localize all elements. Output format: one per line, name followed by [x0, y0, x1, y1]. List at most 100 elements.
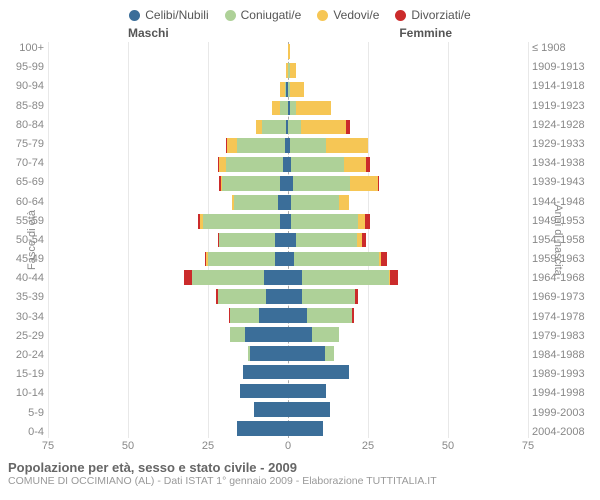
bar-segment — [362, 233, 367, 248]
gender-labels: Maschi Femmine — [8, 26, 592, 42]
bar-segment — [240, 384, 288, 399]
bars-zone — [48, 42, 528, 438]
bar-segment — [288, 44, 290, 59]
legend-swatch — [317, 10, 328, 21]
bar-row — [48, 419, 528, 438]
bar-row — [48, 136, 528, 155]
bar-row — [48, 325, 528, 344]
bar-segment — [350, 176, 377, 191]
bar-segment — [280, 101, 288, 116]
bar-segment — [301, 120, 346, 135]
birth-label: 1934-1938 — [532, 157, 592, 169]
x-axis: 7550250255075 — [8, 440, 592, 454]
age-label: 60-64 — [8, 196, 44, 208]
bar-segment — [237, 421, 288, 436]
bar-segment — [290, 82, 304, 97]
birth-label: 1969-1973 — [532, 291, 592, 303]
bar-segment — [290, 138, 327, 153]
bar-row — [48, 231, 528, 250]
bar-row — [48, 42, 528, 61]
bar-segment — [291, 214, 358, 229]
bar-segment — [259, 308, 288, 323]
birth-label: 1989-1993 — [532, 368, 592, 380]
bar-segment — [290, 63, 296, 78]
age-label: 25-29 — [8, 330, 44, 342]
bar-segment — [278, 195, 288, 210]
bar-segment — [288, 120, 301, 135]
bar-segment — [243, 365, 288, 380]
age-label: 40-44 — [8, 272, 44, 284]
bar-segment — [234, 195, 279, 210]
bar-segment — [293, 176, 351, 191]
bar-segment — [264, 270, 288, 285]
bar-segment — [352, 308, 354, 323]
age-label: 65-69 — [8, 176, 44, 188]
bar-rows — [48, 42, 528, 438]
legend-item: Divorziati/e — [395, 8, 470, 22]
bar-segment — [280, 176, 288, 191]
bar-row — [48, 174, 528, 193]
y-axis-title-right: Anni di nascita — [552, 204, 564, 276]
bar-row — [48, 212, 528, 231]
bar-segment — [294, 252, 379, 267]
birth-label: 1974-1978 — [532, 311, 592, 323]
bar-segment — [344, 157, 366, 172]
bar-segment — [230, 308, 259, 323]
birth-label: ≤ 1908 — [532, 42, 592, 54]
label-males: Maschi — [128, 26, 169, 40]
bar-segment — [381, 252, 387, 267]
bar-segment — [250, 346, 288, 361]
x-tick: 25 — [202, 440, 214, 452]
plot-area: Fasce di età Anni di nascita 100+95-9990… — [8, 42, 592, 438]
x-tick: 0 — [285, 440, 291, 452]
bar-segment — [288, 308, 307, 323]
bar-segment — [325, 346, 335, 361]
bar-segment — [262, 120, 286, 135]
bar-segment — [280, 214, 288, 229]
bar-row — [48, 155, 528, 174]
legend-label: Coniugati/e — [241, 8, 302, 22]
bar-segment — [288, 384, 326, 399]
birth-label: 1979-1983 — [532, 330, 592, 342]
age-label: 30-34 — [8, 311, 44, 323]
age-label: 0-4 — [8, 426, 44, 438]
bar-segment — [272, 101, 280, 116]
bar-segment — [208, 252, 275, 267]
legend-item: Celibi/Nubili — [129, 8, 208, 22]
birth-label: 1994-1998 — [532, 387, 592, 399]
bar-segment — [226, 157, 284, 172]
legend-label: Divorziati/e — [411, 8, 470, 22]
bar-segment — [355, 289, 358, 304]
bar-row — [48, 268, 528, 287]
bar-row — [48, 249, 528, 268]
legend-label: Celibi/Nubili — [145, 8, 208, 22]
legend-item: Coniugati/e — [225, 8, 302, 22]
bar-row — [48, 344, 528, 363]
legend-swatch — [129, 10, 140, 21]
bar-segment — [291, 157, 344, 172]
bar-segment — [245, 327, 288, 342]
bar-segment — [291, 195, 339, 210]
x-tick: 25 — [362, 440, 374, 452]
bar-segment — [288, 365, 349, 380]
bar-segment — [288, 402, 330, 417]
bar-segment — [288, 289, 302, 304]
bar-segment — [296, 101, 331, 116]
bar-segment — [227, 138, 237, 153]
bar-segment — [222, 176, 280, 191]
bar-row — [48, 193, 528, 212]
bar-segment — [312, 327, 339, 342]
bar-segment — [275, 252, 288, 267]
bar-segment — [254, 402, 288, 417]
birth-label: 1984-1988 — [532, 349, 592, 361]
bar-segment — [218, 289, 266, 304]
age-label: 80-84 — [8, 119, 44, 131]
age-label: 85-89 — [8, 100, 44, 112]
bar-segment — [346, 120, 351, 135]
bar-segment — [288, 233, 296, 248]
age-label: 90-94 — [8, 80, 44, 92]
bar-segment — [288, 421, 323, 436]
y-axis-title-left: Fasce di età — [26, 210, 38, 270]
bar-row — [48, 80, 528, 99]
age-label: 95-99 — [8, 61, 44, 73]
